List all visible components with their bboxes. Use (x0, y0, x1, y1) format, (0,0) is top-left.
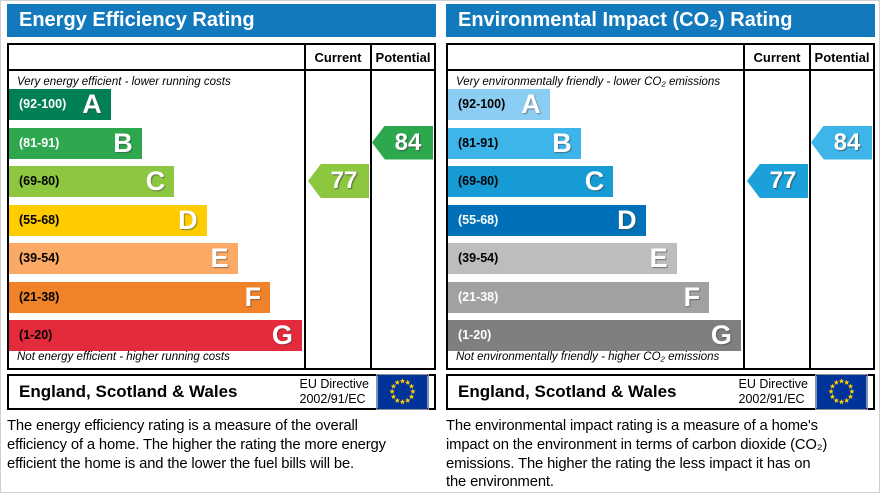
chart-header-row: Current Potential (9, 45, 434, 71)
panels-container: Energy Efficiency Rating Current Potenti… (7, 4, 875, 491)
current-rating-arrow: 77 (747, 164, 808, 198)
band-range-label: (69-80) (19, 174, 60, 188)
band-letter: E (210, 243, 229, 273)
band-row-d: (55-68) D (448, 204, 646, 236)
current-column-header: Current (314, 50, 362, 65)
band-row-e: (39-54) E (9, 243, 238, 274)
band-range-label: (92-100) (458, 97, 506, 111)
current-column-header: Current (753, 50, 801, 65)
potential-column-header: Potential (814, 50, 870, 65)
column-divider (809, 45, 811, 368)
band-row-c: (69-80) C (9, 166, 175, 197)
arrow-value: 84 (394, 128, 422, 156)
potential-column-header: Potential (375, 50, 431, 65)
description-text: The environmental impact rating is a mea… (446, 418, 828, 491)
bottom-caption: Not environmentally friendly - higher CO… (456, 351, 720, 363)
band-range-label: (69-80) (458, 174, 499, 188)
eu-directive-label: EU Directive 2002/91/EC (300, 377, 369, 407)
current-rating-arrow: 77 (308, 164, 369, 198)
region-footer: England, Scotland & Wales EU Directive 2… (7, 374, 436, 410)
rating-panel: Environmental Impact (CO₂) Rating Curren… (446, 4, 875, 491)
potential-rating-arrow: 84 (372, 125, 433, 160)
column-divider (370, 45, 372, 368)
band-range-label: (39-54) (458, 251, 499, 265)
bottom-caption: Not energy efficient - higher running co… (17, 351, 230, 363)
top-caption: Very environmentally friendly - lower CO… (456, 76, 721, 88)
band-range-label: (92-100) (19, 97, 67, 111)
band-range-label: (55-68) (458, 212, 499, 227)
band-range-label: (81-91) (458, 135, 499, 150)
eu-directive-line2: 2002/91/EC (738, 392, 805, 406)
band-range-label: (55-68) (19, 212, 60, 227)
band-range-label: (39-54) (19, 251, 60, 265)
band-letter: E (649, 243, 668, 273)
panel-title: Environmental Impact (CO₂) Rating (458, 9, 793, 31)
band-letter: C (145, 166, 166, 196)
rating-panel: Energy Efficiency Rating Current Potenti… (7, 4, 436, 489)
band-range-label: (21-38) (19, 289, 60, 304)
current-column: 77 (745, 73, 809, 368)
band-row-b: (81-91) B (448, 127, 581, 159)
eu-directive-line1: EU Directive (299, 377, 369, 392)
band-row-a: (92-100) A (9, 89, 111, 120)
region-label: England, Scotland & Wales (19, 382, 238, 401)
eu-directive-label: EU Directive 2002/91/EC (739, 377, 808, 407)
bands-area: Very energy efficient - lower running co… (9, 73, 304, 368)
band-letter: F (244, 281, 262, 312)
band-letter: B (113, 127, 133, 158)
bands-area: Very environmentally friendly - lower CO… (448, 73, 743, 368)
eu-directive-line2: 2002/91/EC (299, 392, 366, 406)
region-label: England, Scotland & Wales (458, 382, 677, 401)
band-range-label: (21-38) (458, 289, 499, 304)
band-row-f: (21-38) F (448, 281, 710, 313)
description-text: The energy efficiency rating is a measur… (7, 418, 386, 472)
arrow-value: 84 (833, 128, 861, 156)
band-letter: A (521, 89, 541, 119)
band-letter: A (82, 89, 102, 119)
current-column: 77 (306, 73, 370, 368)
potential-rating-arrow: 84 (811, 125, 872, 160)
column-divider (743, 45, 745, 368)
panel-title-bar: Environmental Impact (CO₂) Rating (446, 4, 875, 37)
column-divider (304, 45, 306, 368)
panel-title-bar: Energy Efficiency Rating (7, 4, 436, 37)
potential-column: 84 (811, 73, 873, 368)
eu-directive-line1: EU Directive (738, 377, 808, 392)
band-row-g: (1-20) G (448, 320, 741, 351)
band-row-b: (81-91) B (9, 127, 142, 159)
band-letter: G (271, 320, 293, 350)
chart-header-row: Current Potential (448, 45, 873, 71)
eu-flag-icon (815, 374, 868, 410)
potential-column: 84 (372, 73, 434, 368)
band-range-label: (1-20) (458, 328, 492, 342)
band-range-label: (81-91) (19, 135, 60, 150)
panel-title: Energy Efficiency Rating (19, 9, 255, 31)
rating-chart: Current Potential Very energy efficient … (7, 43, 436, 370)
band-letter: G (710, 320, 732, 350)
band-row-f: (21-38) F (9, 281, 271, 313)
region-footer: England, Scotland & Wales EU Directive 2… (446, 374, 875, 410)
rating-chart: Current Potential Very environmentally f… (446, 43, 875, 370)
band-letter: B (552, 127, 572, 158)
band-letter: F (683, 281, 701, 312)
band-range-label: (1-20) (19, 328, 53, 342)
band-row-d: (55-68) D (9, 204, 207, 236)
band-letter: C (584, 166, 605, 196)
arrow-value: 77 (330, 167, 358, 194)
band-row-e: (39-54) E (448, 243, 677, 274)
band-letter: D (178, 204, 198, 235)
band-row-a: (92-100) A (448, 89, 550, 120)
band-row-g: (1-20) G (9, 320, 302, 351)
top-caption: Very energy efficient - lower running co… (17, 76, 231, 88)
band-letter: D (617, 204, 637, 235)
eu-flag-icon (376, 374, 429, 410)
arrow-value: 77 (769, 167, 797, 194)
band-row-c: (69-80) C (448, 166, 614, 197)
